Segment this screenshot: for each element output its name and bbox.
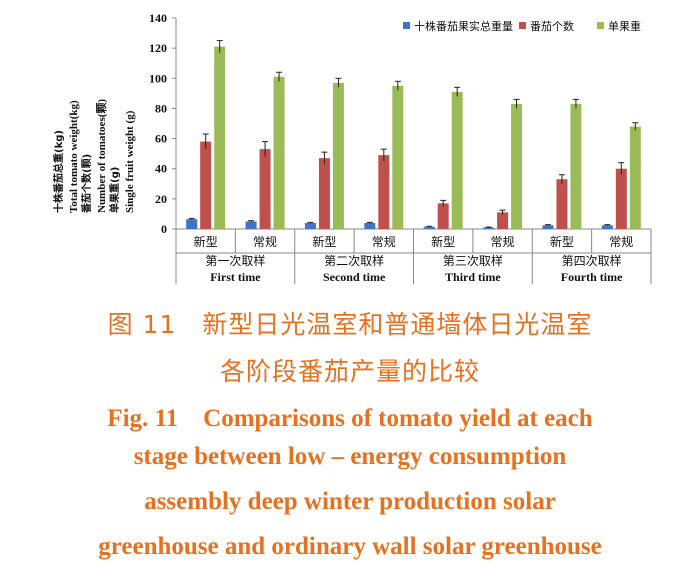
bar [214,46,226,230]
bar [556,179,568,229]
x-tick-label: 常规 [609,234,633,249]
caption-en-line1: Fig. 11 Comparisons of tomato yield at e… [107,405,593,432]
bar [245,221,257,229]
bar [186,219,198,229]
legend-label: 十株番茄果实总重量 [414,19,513,33]
bar [304,222,316,229]
y-tick-label: 140 [149,11,167,25]
group-label-cn: 第三次取样 [443,253,503,268]
y-tick-label: 60 [155,132,167,146]
group-label-cn: 第二次取样 [324,253,384,268]
bar [273,76,285,230]
y-axis-label-line: Single fruit weight (g) [124,110,136,213]
y-axis-label-line: 十株番茄总重(kg) [54,130,65,213]
legend-label: 单果重 [608,19,641,33]
y-axis-label-line: Number of tomatoes(颗) [96,98,108,213]
legend-swatch [519,22,526,29]
y-tick-label: 80 [155,101,167,115]
group-label-cn: 第一次取样 [205,253,265,268]
legend-swatch [597,22,604,29]
x-tick-label: 常规 [491,234,515,249]
y-tick-label: 100 [149,71,167,85]
group-label-en: Fourth time [561,270,623,284]
bar [570,103,582,229]
caption-en-line2: stage between low – energy consumption [133,443,567,470]
y-tick-label: 20 [155,192,167,206]
bar [259,149,271,229]
x-tick-label: 新型 [312,234,336,249]
y-tick-label: 40 [155,162,167,176]
group-label-en: Third time [445,270,501,284]
y-tick-label: 120 [149,41,167,55]
caption-en-line4: greenhouse and ordinary wall solar green… [98,533,602,560]
y-tick-label: 0 [161,222,167,236]
bar [378,155,390,229]
bar [451,91,463,229]
bar [332,82,344,229]
bar [318,158,330,229]
x-tick-label: 常规 [253,234,277,249]
x-tick-label: 新型 [550,234,574,249]
group-label-en: First time [210,270,261,284]
y-axis-label-line: 番茄个数(颗) [82,153,93,213]
caption-cn-line1: 图 11 新型日光温室和普通墙体日光温室 [107,310,593,339]
legend-label: 番茄个数 [530,19,574,33]
bar [629,126,641,229]
caption-en-line3: assembly deep winter production solar [144,488,556,515]
bar [601,225,613,229]
bar [615,168,627,229]
bar [497,212,509,229]
group-label-en: Second time [323,270,386,284]
y-axis-label-line: 单果重(g) [110,166,121,213]
x-tick-label: 新型 [194,234,218,249]
bar [511,103,523,229]
bar [542,225,554,229]
bar [392,85,404,229]
legend-swatch [403,22,410,29]
caption-cn-line2: 各阶段番茄产量的比较 [219,357,480,386]
group-label-cn: 第四次取样 [562,253,622,268]
y-axis-label-lines: 十株番茄总重(kg) Total tomato weight(kg) 番茄个数(颗)… [53,99,137,213]
bar [423,226,435,229]
x-tick-label: 新型 [431,234,455,249]
bar [483,227,495,229]
x-tick-label: 常规 [372,234,396,249]
bar [200,141,212,229]
bar [437,203,449,229]
y-axis-label-line: Total tomato weight(kg) [68,100,80,213]
bar [364,222,376,229]
